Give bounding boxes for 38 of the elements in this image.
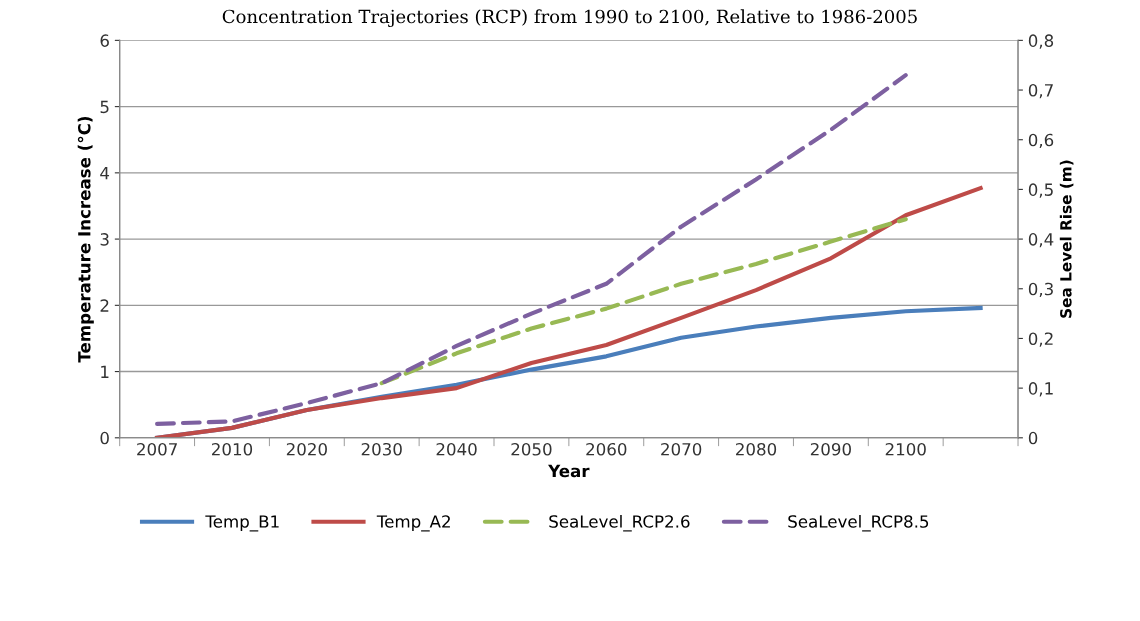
line-series [155,73,908,426]
x-tick-label: 2070 [661,442,702,456]
legend-label: Temp_A2 [376,515,450,532]
x-tick-label: 2030 [361,442,402,456]
y2-tick-label: 0,4 [1028,233,1054,248]
y-axis-title: Temperature Increase (°C) [77,116,94,363]
x-tick-label: 2040 [436,442,477,456]
x-tick-label: 2050 [511,442,552,456]
line-series [379,217,908,386]
y2-tick-label: 0 [1028,431,1038,445]
legend-label: SeaLevel_RCP8.5 [788,514,929,532]
y-tick-label: 4 [100,167,110,180]
y-tick-label: 3 [100,233,109,246]
x-tick-label: 2080 [736,442,777,456]
x-tick-label: 2100 [885,442,926,456]
y2-tick-label: 0,3 [1028,282,1053,298]
y2-tick-label: 0,6 [1028,133,1054,148]
y-tick-label: 1 [101,365,109,378]
x-tick-label: 2090 [810,442,851,456]
line-series [155,185,983,438]
y2-axis-title: Sea Level Rise (m) [1059,160,1074,318]
y2-tick-label: 0,2 [1028,332,1053,347]
x-tick-label: 2007 [137,442,177,456]
y-tick-label: 2 [100,299,109,312]
y-tick-label: 0 [100,431,109,445]
x-tick-label: 2010 [212,442,253,456]
y2-tick-label: 0,5 [1028,183,1053,198]
legend-label: Temp_B1 [205,515,279,532]
legend-label: SeaLevel_RCP2.6 [549,514,690,532]
x-tick-label: 2020 [286,442,327,456]
y-tick-label: 5 [100,100,109,114]
y-tick-label: 6 [100,34,109,47]
y2-tick-label: 0,8 [1028,34,1054,49]
x-axis-title: Year [548,464,590,478]
y2-tick-label: 0,1 [1028,382,1053,397]
y2-tick-label: 0,7 [1028,84,1053,99]
chart-title: Concentration Trajectories (RCP) from 1990 to 2100, Relative to 1986-2005 [222,9,917,28]
x-tick-label: 2060 [586,442,627,456]
